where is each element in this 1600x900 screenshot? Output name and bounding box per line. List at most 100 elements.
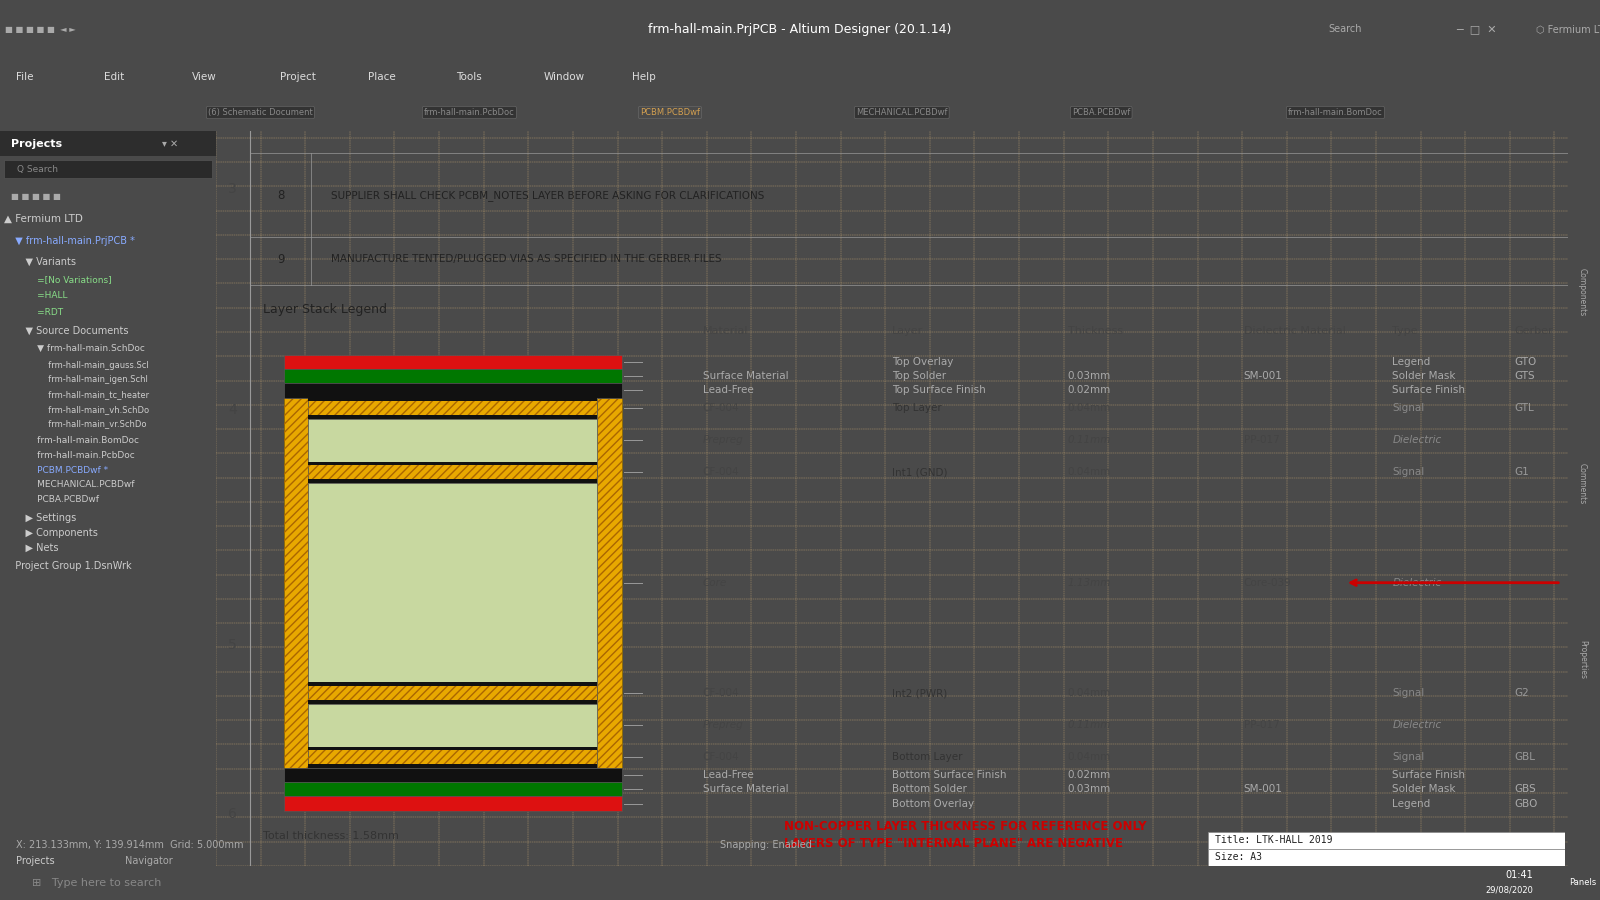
- Text: frm-hall-main_igen.Schl: frm-hall-main_igen.Schl: [22, 375, 147, 384]
- Text: X: 213.133mm, Y: 139.914mm  Grid: 5.000mm: X: 213.133mm, Y: 139.914mm Grid: 5.000mm: [16, 841, 243, 850]
- Text: ▼ frm-hall-main.PrjPCB *: ▼ frm-hall-main.PrjPCB *: [8, 236, 134, 246]
- Text: Core: Core: [702, 578, 726, 588]
- Text: Project Group 1.DsnWrk: Project Group 1.DsnWrk: [8, 561, 131, 571]
- Text: SM-001: SM-001: [1243, 371, 1282, 381]
- Text: Navigator: Navigator: [125, 856, 173, 866]
- Text: CF-004: CF-004: [702, 752, 739, 762]
- Bar: [283, 398, 307, 768]
- Text: 0.03mm: 0.03mm: [1067, 784, 1110, 795]
- Bar: [283, 383, 621, 398]
- Text: Place: Place: [368, 71, 395, 82]
- Text: Projects: Projects: [11, 139, 62, 148]
- Text: PCBA.PCBDwf: PCBA.PCBDwf: [18, 495, 99, 504]
- Text: 0.04mm: 0.04mm: [1067, 467, 1110, 477]
- Text: Layer: Layer: [893, 326, 923, 336]
- Text: ─  □  ✕: ─ □ ✕: [1456, 24, 1496, 34]
- Bar: [307, 462, 597, 483]
- Text: =HALL: =HALL: [18, 292, 67, 301]
- Text: Dielectric: Dielectric: [1392, 578, 1442, 588]
- Text: 0.11mm: 0.11mm: [1067, 436, 1110, 446]
- Text: MANUFACTURE TENTED/PLUGGED VIAS AS SPECIFIED IN THE GERBER FILES: MANUFACTURE TENTED/PLUGGED VIAS AS SPECI…: [331, 254, 722, 265]
- Text: PP-017: PP-017: [1243, 436, 1280, 446]
- Text: (6) Schematic Document: (6) Schematic Document: [208, 108, 312, 117]
- Text: Bottom Solder: Bottom Solder: [893, 784, 966, 795]
- Text: Total thickness: 1.58mm: Total thickness: 1.58mm: [264, 832, 398, 842]
- Text: Surface Material: Surface Material: [702, 371, 789, 381]
- Text: Top Overlay: Top Overlay: [893, 357, 954, 367]
- Text: GBL: GBL: [1514, 752, 1534, 762]
- Text: Q Search: Q Search: [18, 165, 58, 174]
- Text: 0.02mm: 0.02mm: [1067, 770, 1110, 780]
- Text: frm-hall-main.PcbDoc: frm-hall-main.PcbDoc: [424, 108, 515, 117]
- Text: Dielectric: Dielectric: [1392, 436, 1442, 446]
- Bar: [1208, 849, 1565, 866]
- Text: CF-004: CF-004: [702, 403, 739, 413]
- Text: SM-001: SM-001: [1243, 784, 1282, 795]
- Bar: [307, 398, 597, 401]
- Bar: [307, 480, 597, 483]
- Text: Signal: Signal: [1392, 688, 1424, 698]
- Text: Prepreg: Prepreg: [702, 436, 744, 446]
- Bar: [283, 398, 307, 768]
- Text: Material: Material: [702, 326, 749, 336]
- Text: Surface Material: Surface Material: [702, 784, 789, 795]
- Bar: [307, 398, 597, 418]
- Text: =[No Variations]: =[No Variations]: [18, 275, 112, 284]
- Bar: [283, 796, 621, 811]
- Text: 0.03mm: 0.03mm: [1067, 371, 1110, 381]
- Text: Top Surface Finish: Top Surface Finish: [893, 385, 986, 395]
- Text: GBO: GBO: [1514, 798, 1538, 808]
- Bar: [307, 462, 597, 483]
- Text: Properties: Properties: [1578, 641, 1587, 680]
- Text: Components: Components: [1578, 268, 1587, 317]
- Text: Comments: Comments: [1578, 463, 1587, 504]
- Text: Title: LTK-HALL 2019: Title: LTK-HALL 2019: [1214, 835, 1333, 845]
- Bar: [597, 398, 621, 768]
- Bar: [283, 369, 621, 383]
- Text: Window: Window: [544, 71, 586, 82]
- Text: Dielectric Material: Dielectric Material: [1243, 326, 1346, 336]
- Text: MECHANICAL.PCBDwf: MECHANICAL.PCBDwf: [856, 108, 947, 117]
- Text: Top Layer: Top Layer: [893, 403, 942, 413]
- Text: ▶ Nets: ▶ Nets: [13, 543, 59, 553]
- Text: NON-COPPER LAYER THICKNESS FOR REFERENCE ONLY: NON-COPPER LAYER THICKNESS FOR REFERENCE…: [784, 820, 1146, 833]
- Text: GTS: GTS: [1514, 371, 1534, 381]
- Text: 0.04mm: 0.04mm: [1067, 688, 1110, 698]
- Text: ▼ Variants: ▼ Variants: [13, 256, 75, 266]
- Text: 6: 6: [227, 807, 237, 822]
- Bar: [307, 398, 597, 418]
- Text: frm-hall-main_vh.SchDo: frm-hall-main_vh.SchDo: [22, 405, 149, 414]
- Bar: [307, 462, 597, 465]
- Text: CF-004: CF-004: [702, 467, 739, 477]
- Text: Bottom Layer: Bottom Layer: [893, 752, 963, 762]
- Text: Help: Help: [632, 71, 656, 82]
- Text: Signal: Signal: [1392, 467, 1424, 477]
- Bar: [307, 682, 597, 704]
- Text: 5: 5: [227, 638, 237, 652]
- Text: Signal: Signal: [1392, 752, 1424, 762]
- Text: ⬡ Fermium LTD: ⬡ Fermium LTD: [1536, 24, 1600, 34]
- Text: MECHANICAL.PCBDwf: MECHANICAL.PCBDwf: [18, 481, 134, 490]
- Text: Bottom Overlay: Bottom Overlay: [893, 798, 974, 808]
- Text: 3: 3: [227, 183, 237, 196]
- Bar: [307, 415, 597, 419]
- Text: File: File: [16, 71, 34, 82]
- Text: Core-039: Core-039: [1243, 578, 1291, 588]
- Text: ▼ frm-hall-main.SchDoc: ▼ frm-hall-main.SchDoc: [18, 345, 146, 354]
- Bar: [1208, 832, 1565, 849]
- Text: Bottom Surface Finish: Bottom Surface Finish: [893, 770, 1006, 780]
- Text: Layer Stack Legend: Layer Stack Legend: [264, 302, 387, 316]
- Text: SUPPLIER SHALL CHECK PCBM_NOTES LAYER BEFORE ASKING FOR CLARIFICATIONS: SUPPLIER SHALL CHECK PCBM_NOTES LAYER BE…: [331, 190, 765, 201]
- Text: ▼ Source Documents: ▼ Source Documents: [13, 326, 128, 336]
- Text: PCBM.PCBDwf *: PCBM.PCBDwf *: [18, 465, 109, 474]
- Text: LAYERS OF TYPE "INTERNAL PLANE" ARE NEGATIVE: LAYERS OF TYPE "INTERNAL PLANE" ARE NEGA…: [784, 837, 1123, 850]
- Text: Size: A3: Size: A3: [1214, 852, 1262, 862]
- Text: 4: 4: [227, 403, 237, 417]
- Text: Project: Project: [280, 71, 315, 82]
- Text: PCBA.PCBDwf: PCBA.PCBDwf: [1072, 108, 1130, 117]
- Text: frm-hall-main.BomDoc: frm-hall-main.BomDoc: [18, 436, 139, 446]
- Text: 0.04mm: 0.04mm: [1067, 403, 1110, 413]
- Text: 8: 8: [277, 189, 285, 202]
- Bar: [0, 130, 216, 157]
- Text: =RDT: =RDT: [18, 308, 64, 317]
